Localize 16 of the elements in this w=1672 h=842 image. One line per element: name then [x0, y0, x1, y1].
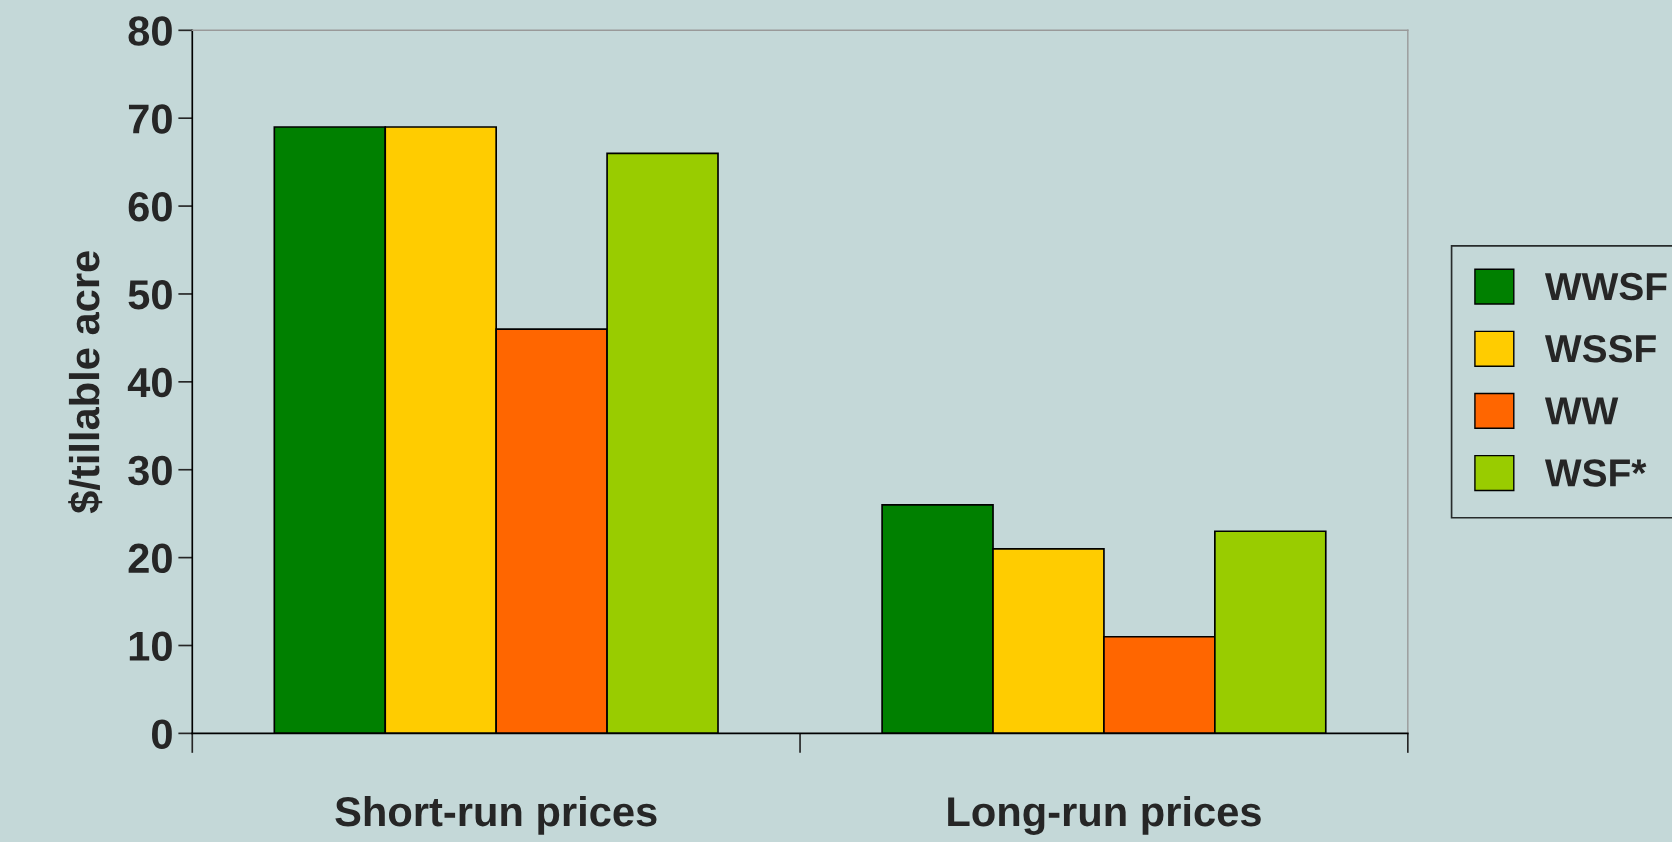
- y-tick-label: 60: [128, 192, 172, 222]
- y-tick-label: 30: [128, 455, 172, 486]
- y-tick-label: 70: [128, 104, 172, 134]
- legend-label: WSSF: [1544, 334, 1656, 363]
- y-tick-label: 40: [127, 367, 172, 398]
- y-axis-title: $/tillable acre: [68, 251, 103, 514]
- y-tick-label: 20: [128, 543, 172, 574]
- x-tick-label: Long-run prices: [948, 795, 1261, 835]
- y-tick-label: 10: [129, 631, 172, 662]
- y-tick-label: 0: [152, 719, 172, 749]
- x-tick-label: Short-run prices: [335, 795, 657, 835]
- legend-label: WSF*: [1544, 459, 1647, 487]
- y-tick-label: 80: [128, 16, 172, 46]
- legend-label: WW: [1544, 397, 1619, 425]
- y-tick-label: 50: [128, 279, 172, 310]
- legend-label: WWSF: [1544, 272, 1667, 301]
